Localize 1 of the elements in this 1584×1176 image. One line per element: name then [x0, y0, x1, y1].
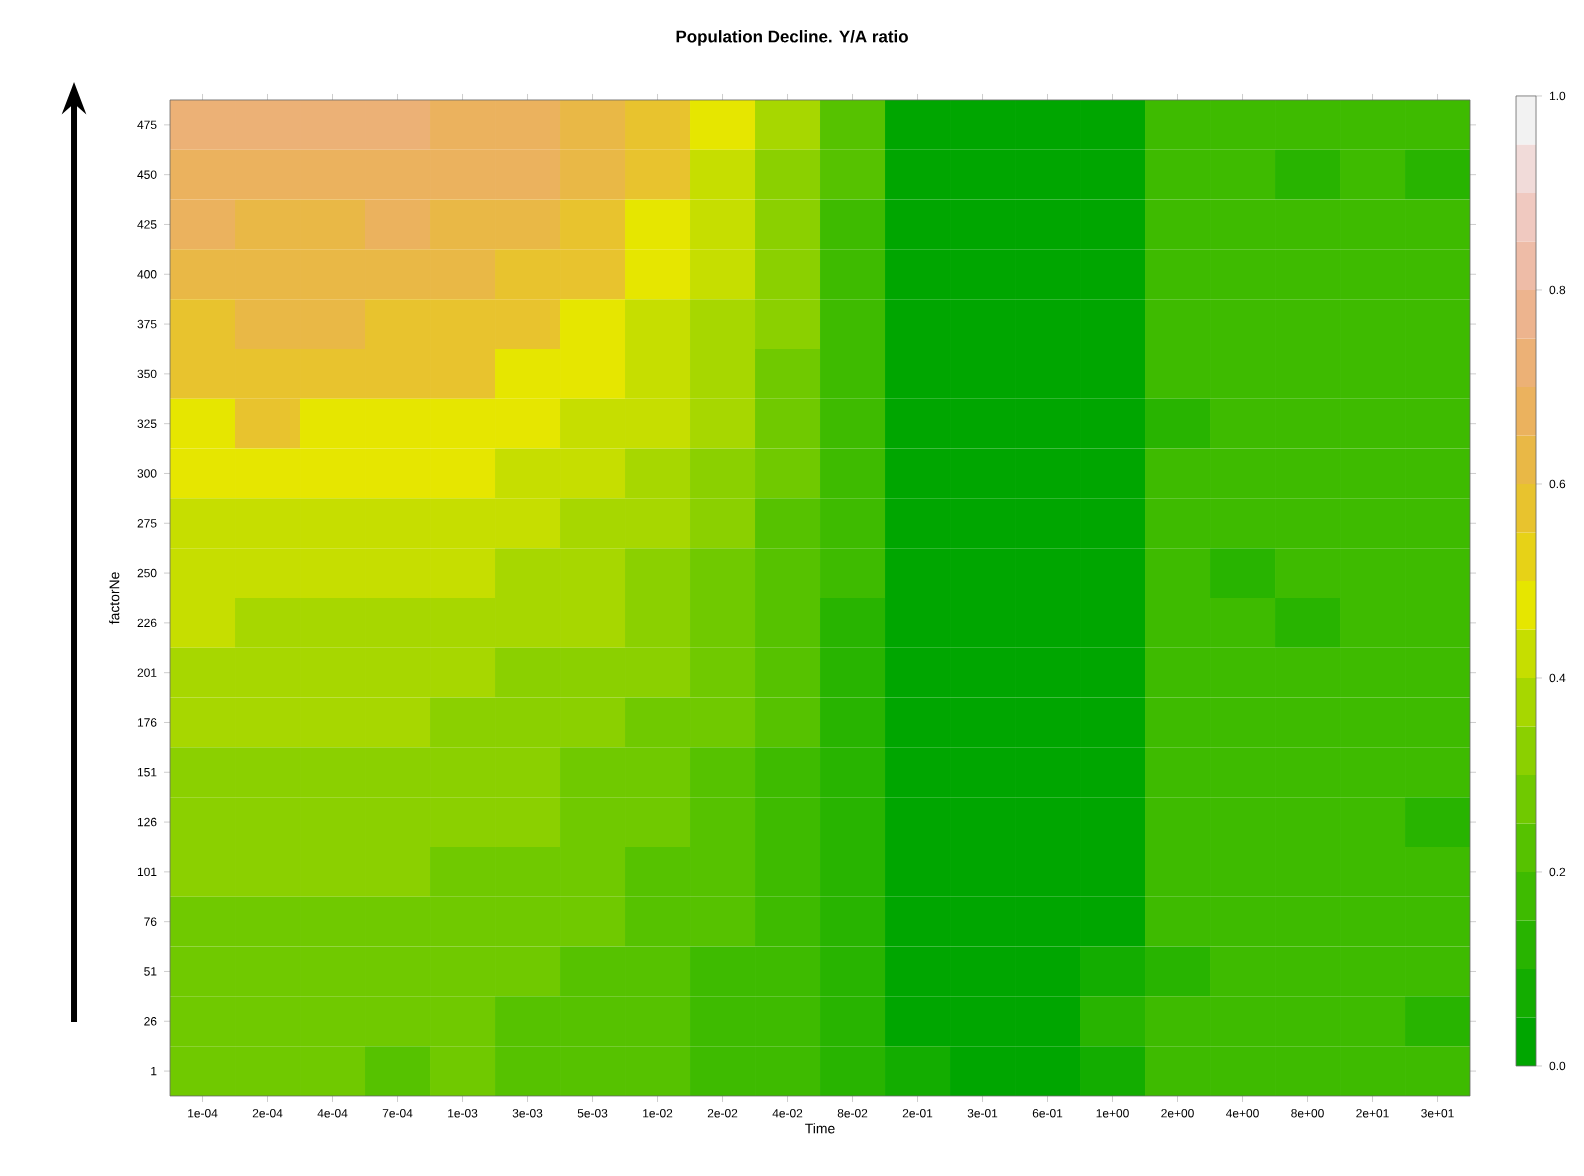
chart-title: Population Decline. Y/A ratio — [676, 30, 908, 46]
